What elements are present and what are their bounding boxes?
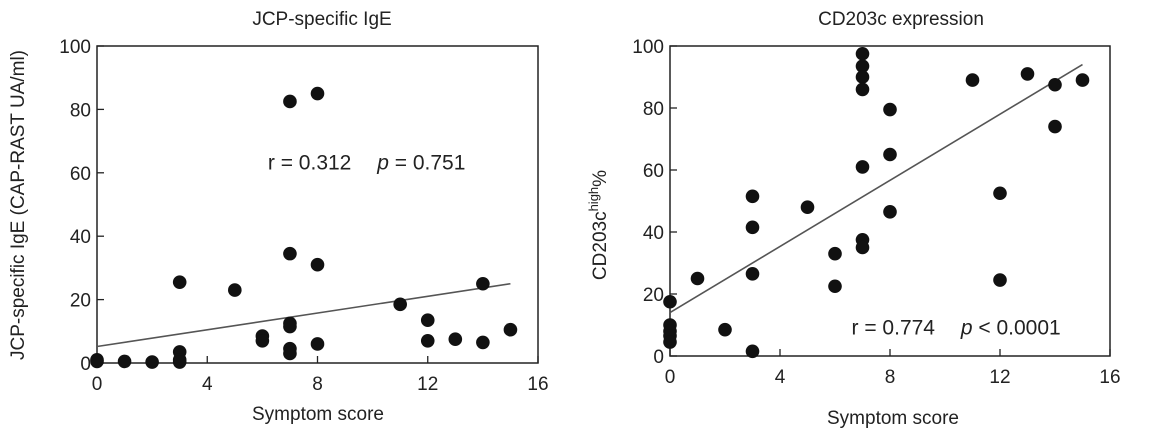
y-tick-label: 80 bbox=[70, 100, 91, 121]
data-point bbox=[1075, 73, 1090, 87]
data-point bbox=[448, 332, 463, 347]
x-tick-label: 16 bbox=[1099, 367, 1120, 388]
chart-ige: JCP-specific IgE JCP-specific IgE (CAP-R… bbox=[8, 9, 549, 425]
p-value: = 0.751 bbox=[395, 152, 466, 175]
data-point bbox=[1020, 67, 1035, 81]
data-point bbox=[283, 94, 297, 109]
data-point bbox=[393, 297, 407, 312]
data-point bbox=[883, 102, 897, 117]
data-point bbox=[420, 334, 435, 348]
data-point bbox=[1048, 77, 1062, 92]
data-point bbox=[828, 279, 842, 294]
data-point bbox=[855, 59, 870, 73]
data-point bbox=[663, 294, 677, 309]
data-point bbox=[420, 313, 435, 328]
y-tick-label: 20 bbox=[70, 291, 91, 312]
data-point bbox=[283, 319, 297, 334]
data-point bbox=[855, 82, 870, 97]
regression-line bbox=[669, 63, 1083, 314]
data-point bbox=[663, 335, 677, 349]
y-axis-label: JCP-specific IgE (CAP-RAST UA/ml) bbox=[8, 50, 29, 360]
data-point bbox=[310, 337, 325, 351]
y-tick-label: 0 bbox=[80, 354, 91, 375]
chart-title: CD203c expression bbox=[818, 9, 984, 30]
data-point bbox=[310, 257, 325, 272]
x-tick-label: 4 bbox=[775, 367, 786, 388]
y-ticks: 0 20 40 60 80 100 bbox=[632, 37, 677, 368]
chart-title: JCP-specific IgE bbox=[252, 9, 391, 30]
y-tick-label: 60 bbox=[643, 161, 664, 182]
data-point bbox=[745, 189, 760, 204]
x-tick-label: 12 bbox=[989, 367, 1010, 388]
y-axis-label-suffix: % bbox=[590, 170, 611, 187]
y-tick-label: 20 bbox=[643, 285, 664, 306]
correlation-annotation: r = 0.312 p = 0.751 bbox=[268, 152, 466, 175]
y-tick-label: 80 bbox=[643, 99, 664, 120]
x-axis-label: Symptom score bbox=[252, 404, 384, 425]
x-tick-label: 0 bbox=[665, 367, 676, 388]
y-tick-label: 40 bbox=[643, 223, 664, 244]
data-point bbox=[855, 46, 870, 61]
data-point bbox=[172, 355, 187, 369]
p-value: < 0.0001 bbox=[978, 316, 1060, 339]
y-axis-label-sup: high bbox=[586, 187, 601, 212]
y-ticks: 0 20 40 60 80 100 bbox=[59, 37, 104, 375]
data-point bbox=[476, 335, 490, 350]
data-point bbox=[255, 334, 270, 348]
data-point bbox=[718, 322, 732, 337]
data-point bbox=[855, 70, 870, 84]
x-tick-label: 4 bbox=[202, 374, 213, 395]
data-point bbox=[855, 240, 870, 255]
data-point bbox=[283, 346, 297, 361]
y-axis-label: CD203chigh% bbox=[586, 170, 611, 280]
data-point bbox=[310, 86, 325, 101]
y-tick-label: 60 bbox=[70, 164, 91, 185]
x-tick-label: 8 bbox=[885, 367, 896, 388]
x-tick-label: 12 bbox=[417, 374, 438, 395]
data-point bbox=[993, 186, 1007, 201]
data-point bbox=[800, 200, 815, 214]
data-point bbox=[883, 205, 897, 219]
x-tick-label: 0 bbox=[92, 374, 103, 395]
data-point bbox=[993, 273, 1007, 287]
data-point bbox=[690, 271, 705, 286]
y-tick-label: 40 bbox=[70, 227, 91, 248]
y-axis-label-main: CD203c bbox=[590, 211, 611, 280]
x-ticks: 0 4 8 12 16 bbox=[92, 356, 549, 395]
x-tick-label: 16 bbox=[527, 374, 548, 395]
data-point bbox=[90, 353, 104, 367]
x-ticks: 0 4 8 12 16 bbox=[665, 349, 1121, 388]
data-point bbox=[145, 355, 159, 369]
data-point bbox=[172, 275, 187, 289]
data-point bbox=[745, 267, 760, 281]
data-point bbox=[855, 160, 870, 174]
data-point bbox=[745, 220, 760, 235]
data-point bbox=[503, 322, 518, 337]
regression-line bbox=[96, 282, 511, 348]
y-tick-label: 0 bbox=[653, 347, 664, 368]
data-point bbox=[476, 276, 490, 291]
data-point bbox=[828, 246, 842, 261]
chart-cd203c: CD203c expression CD203chigh% Symptom sc… bbox=[586, 9, 1121, 429]
plot-frame bbox=[669, 45, 1111, 357]
data-points bbox=[90, 86, 518, 369]
correlation-annotation: r = 0.774 p < 0.0001 bbox=[852, 316, 1061, 339]
x-axis-label: Symptom score bbox=[827, 408, 959, 429]
x-tick-label: 8 bbox=[312, 374, 323, 395]
data-point bbox=[965, 73, 980, 87]
y-tick-label: 100 bbox=[632, 37, 664, 58]
data-points bbox=[663, 46, 1090, 359]
data-point bbox=[883, 147, 897, 162]
data-point bbox=[283, 246, 297, 261]
data-point bbox=[745, 344, 760, 359]
p-symbol: p bbox=[960, 316, 973, 339]
r-value: r = 0.312 bbox=[268, 152, 351, 175]
y-tick-label: 100 bbox=[59, 37, 91, 58]
data-point bbox=[1048, 119, 1062, 134]
data-point bbox=[228, 283, 242, 297]
p-symbol: p bbox=[376, 152, 389, 175]
r-value: r = 0.774 bbox=[852, 316, 936, 339]
data-point bbox=[117, 354, 132, 369]
